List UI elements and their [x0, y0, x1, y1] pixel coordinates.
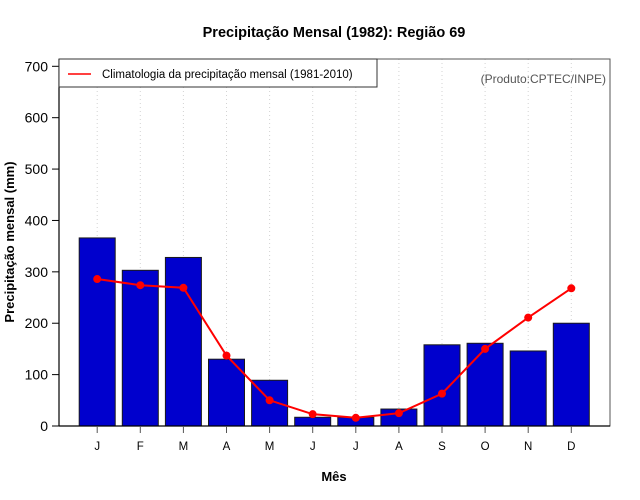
bar-2 [121, 269, 159, 427]
x-tick-label: N [524, 441, 532, 453]
x-tick-label: M [179, 441, 189, 453]
climatology-point-10 [481, 344, 490, 353]
climatology-point-11 [524, 313, 533, 322]
x-tick-label: D [567, 441, 575, 453]
climatology-line-group [93, 275, 576, 422]
climatology-point-3 [179, 283, 188, 292]
x-tick-label: S [438, 441, 446, 453]
y-tick-label: 700 [25, 58, 49, 74]
legend-box [58, 58, 378, 88]
y-tick-label: 200 [25, 315, 49, 331]
climatology-line [97, 278, 572, 419]
bar-10 [466, 342, 504, 427]
bar-3 [164, 256, 202, 427]
climatology-point-6 [308, 410, 317, 419]
x-tick-label: A [223, 441, 231, 453]
y-axis: 0 100 200 300 400 500 600 700 [25, 58, 59, 434]
y-tick-label: 300 [25, 264, 49, 280]
chart-title: Precipitação Mensal (1982): Região 69 [203, 25, 466, 41]
climatology-point-2 [136, 281, 145, 290]
climatology-point-12 [567, 284, 576, 293]
y-tick-label: 100 [25, 367, 49, 383]
climatology-point-8 [394, 409, 403, 418]
y-tick-label: 400 [25, 212, 49, 228]
bar-1 [78, 237, 116, 427]
x-tick-label: J [94, 441, 100, 453]
y-tick-label: 500 [25, 161, 49, 177]
bar-4 [208, 358, 245, 427]
bar-12 [552, 322, 590, 427]
y-tick-label: 0 [40, 418, 48, 434]
climatology-point-5 [265, 396, 274, 405]
climatology-point-9 [438, 389, 446, 398]
y-axis-label: Precipitação mensal (mm) [2, 161, 17, 322]
source-annotation: (Produto:CPTEC/INPE) [481, 72, 606, 86]
x-tick-label: F [137, 441, 144, 453]
legend-label: Climatologia da precipitação mensal (198… [102, 69, 353, 81]
x-tick-label: J [310, 441, 316, 453]
bars [78, 237, 590, 427]
climatology-point-7 [351, 413, 360, 422]
bar-6 [294, 416, 332, 427]
y-tick-label: 600 [25, 110, 49, 126]
x-tick-label: O [481, 441, 490, 453]
x-axis-label: Mês [321, 469, 346, 484]
climatology-point-1 [93, 275, 102, 284]
x-tick-label: A [395, 441, 403, 453]
x-tick-label: M [265, 441, 275, 453]
bar-11 [509, 350, 547, 427]
bar-9 [423, 344, 461, 427]
climatology-point-4 [222, 351, 231, 360]
x-tick-label: J [353, 441, 359, 453]
legend: Climatologia da precipitação mensal (198… [58, 58, 378, 88]
